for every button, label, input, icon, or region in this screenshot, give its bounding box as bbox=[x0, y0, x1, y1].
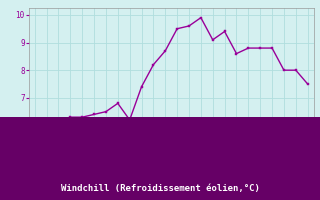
Text: Windchill (Refroidissement éolien,°C): Windchill (Refroidissement éolien,°C) bbox=[60, 184, 260, 194]
